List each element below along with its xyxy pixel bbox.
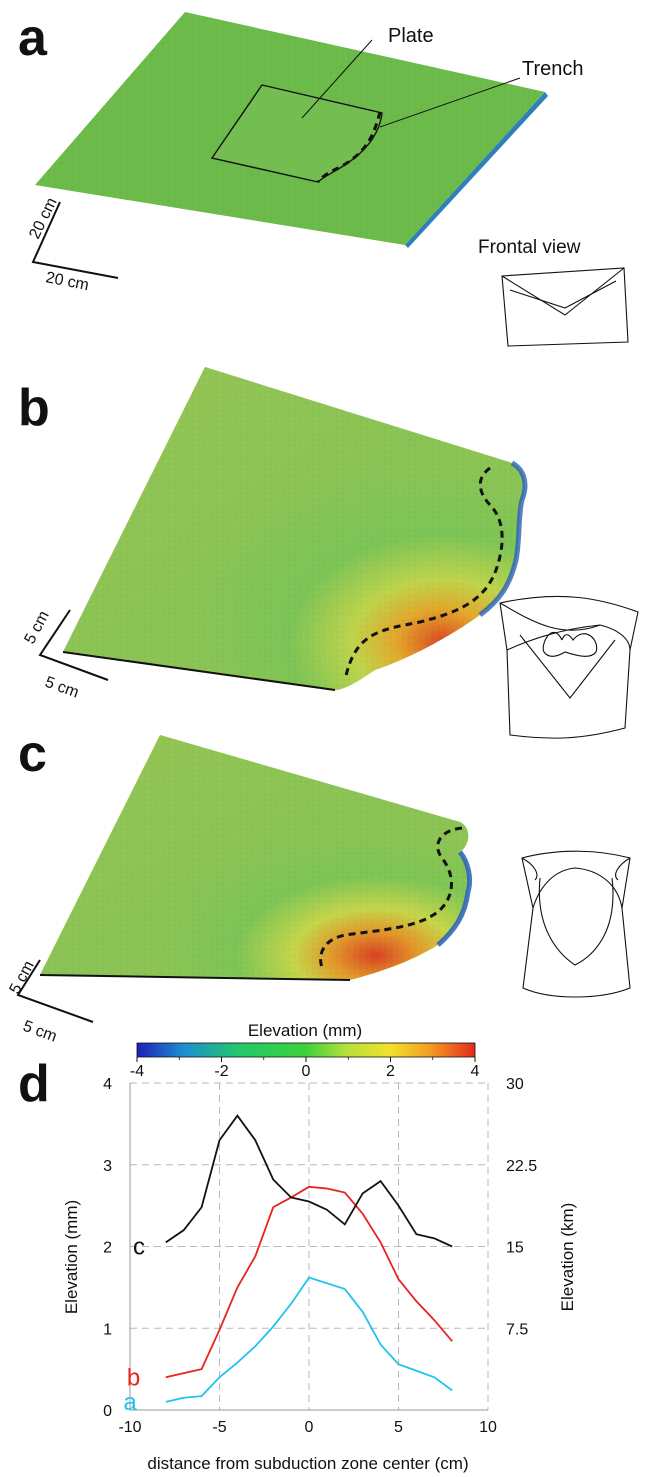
- chart-series-line-a: [165, 1276, 453, 1403]
- colorbar-tick-label: -2: [214, 1063, 228, 1080]
- panel-a-scale-vertical: 20 cm: [26, 195, 60, 242]
- panel-b-frontal-view-sketch: [499, 595, 639, 739]
- chart-x-tick-label: -10: [118, 1419, 141, 1436]
- panel-a-plate-label: Plate: [388, 25, 434, 47]
- chart-x-tick-label: 5: [394, 1419, 403, 1436]
- chart-series-label-b: b: [127, 1364, 140, 1391]
- colorbar-tick-label: 2: [386, 1063, 395, 1080]
- colorbar-tick-label: 0: [302, 1063, 311, 1080]
- panel-a-frontal-view-label: Frontal view: [478, 237, 581, 258]
- panel-letter-c: c: [18, 725, 47, 783]
- chart-series-line-b: [165, 1185, 453, 1379]
- panel-d-chart: -10 -5 0 5 10 0 1 2 3 4 7.5 15 22.5 30 ab c distance f…: [62, 1076, 577, 1473]
- chart-y-right-tick-label: 15: [506, 1240, 524, 1257]
- panel-a-frontal-view-sketch: [501, 267, 629, 347]
- colorbar-title: Elevation (mm): [248, 1021, 362, 1040]
- chart-y-right-tick-label: 30: [506, 1076, 524, 1093]
- chart-x-axis-label: distance from subduction zone center (cm…: [147, 1454, 468, 1473]
- panel-a-plate-outline: [210, 84, 383, 183]
- chart-x-tick-label: -5: [212, 1419, 226, 1436]
- chart-x-tick-label: 0: [305, 1419, 314, 1436]
- panel-b-scale-horizontal: 5 cm: [43, 674, 81, 702]
- panel-letter-b: b: [18, 379, 50, 437]
- panel-letter-a: a: [18, 9, 47, 67]
- panel-c-trench-line: [319, 826, 463, 969]
- chart-y-tick-label: 1: [103, 1321, 112, 1338]
- colorbar-gradient-bar: [136, 1042, 476, 1058]
- chart-x-tick-label: 10: [479, 1419, 497, 1436]
- chart-series-label-c: c: [133, 1234, 145, 1261]
- chart-y-tick-label: 4: [103, 1076, 112, 1093]
- panel-a: Plate Trench 20 cm 20 cm Frontal view: [26, 12, 629, 347]
- panel-b-trench-line: [343, 466, 504, 681]
- colorbar: Elevation (mm) -4 -2 0 2 4: [130, 1021, 480, 1080]
- chart-series-line-c: [165, 1114, 453, 1248]
- panel-c-frontal-view-sketch: [521, 850, 631, 998]
- colorbar-tick-label: 4: [471, 1063, 480, 1080]
- chart-series-label-a: a: [123, 1389, 137, 1416]
- chart-y-right-tick-label: 7.5: [506, 1321, 528, 1338]
- chart-y-tick-label: 0: [103, 1403, 112, 1420]
- panel-letter-d: d: [18, 1055, 50, 1113]
- chart-y-axis-label-right: Elevation (km): [558, 1203, 577, 1312]
- panel-c-scale-vertical: 5 cm: [7, 958, 38, 997]
- panel-c-scale-horizontal: 5 cm: [21, 1018, 59, 1046]
- colorbar-tick-label: -4: [130, 1063, 144, 1080]
- chart-y-right-tick-label: 22.5: [506, 1158, 537, 1175]
- panel-c: 5 cm 5 cm: [7, 735, 631, 1046]
- chart-y-axis-label-left: Elevation (mm): [62, 1200, 81, 1314]
- chart-y-tick-label: 2: [103, 1240, 112, 1257]
- panel-a-trench-label: Trench: [522, 58, 584, 80]
- panel-a-scale-horizontal: 20 cm: [44, 269, 90, 294]
- chart-y-tick-label: 3: [103, 1158, 112, 1175]
- panel-b: 5 cm 5 cm: [22, 367, 639, 739]
- panel-a-scale-bar: 20 cm 20 cm: [26, 195, 119, 294]
- panel-a-trench-line: [316, 111, 382, 183]
